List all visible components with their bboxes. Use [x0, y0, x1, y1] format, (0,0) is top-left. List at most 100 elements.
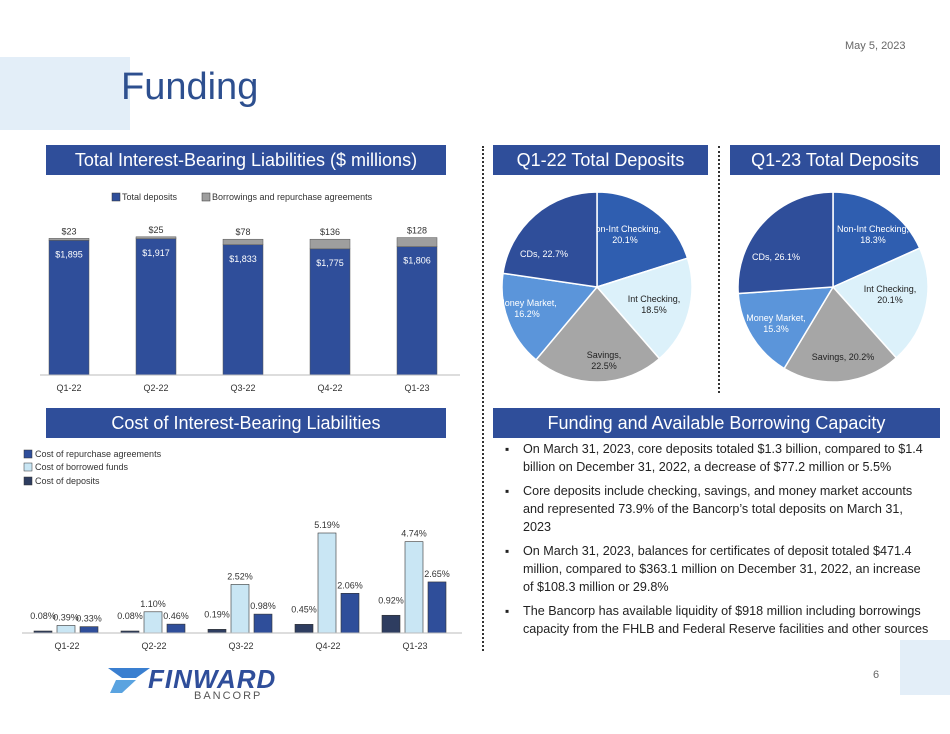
logo-name: FINWARD: [148, 664, 277, 694]
legend-borrowed-label: Cost of borrowed funds: [35, 462, 129, 472]
q123-pie: Non-Int Checking, 18.3% Int Checking, 20.1%…: [737, 191, 929, 383]
pie-slice: [783, 285, 898, 383]
cost-value-label: 0.92%: [378, 595, 404, 605]
logo-sub: BANCORP: [194, 690, 263, 702]
deposits-value-label: $1,917: [142, 248, 170, 258]
cost-bar: [294, 624, 314, 634]
borrowings-value-label: $128: [407, 226, 427, 236]
cost-bar: [143, 611, 163, 634]
deposits-value-label: $1,806: [403, 256, 431, 266]
deposits-bar: [48, 240, 90, 376]
cost-bar: [207, 629, 227, 634]
cost-value-label: 0.19%: [204, 609, 230, 619]
pie-slice: [831, 247, 929, 359]
q122-header: Q1-22 Total Deposits: [493, 145, 708, 175]
legend-deposit-cost-swatch: [23, 476, 33, 486]
cost-bar: [56, 625, 76, 634]
cost-bar: [404, 541, 424, 634]
bullet-item: On March 31, 2023, balances for certific…: [505, 542, 930, 596]
legend-deposit-cost-label: Cost of deposits: [35, 476, 100, 486]
cost-bar: [79, 626, 99, 634]
report-date: May 5, 2023: [845, 40, 906, 52]
deposits-bar: [396, 246, 438, 376]
x-tick-label: Q1-22: [56, 383, 81, 393]
bullet-item: The Bancorp has available liquidity of $…: [505, 602, 930, 638]
cost-chart: Cost of repurchase agreements Cost of bo…: [22, 449, 462, 651]
x-tick-label: Q1-23: [402, 641, 427, 651]
page-number: 6: [873, 669, 880, 681]
cost-value-label: 0.08%: [30, 611, 56, 621]
x-tick-label: Q1-23: [404, 383, 429, 393]
cost-value-label: 2.65%: [424, 569, 450, 579]
cost-value-label: 5.19%: [314, 520, 340, 530]
capacity-bullets: On March 31, 2023, core deposits totaled…: [505, 440, 930, 644]
deposits-value-label: $1,895: [55, 249, 83, 259]
cost-header: Cost of Interest-Bearing Liabilities: [46, 408, 446, 438]
column-divider: [482, 146, 484, 651]
cost-value-label: 4.74%: [401, 529, 427, 539]
pie-slice-label: Int Checking, 20.1%: [864, 284, 917, 305]
legend-repurchase-swatch: [23, 449, 33, 459]
legend-repurchase-label: Cost of repurchase agreements: [35, 449, 162, 459]
finward-logo-icon: [108, 668, 150, 693]
cost-bar: [427, 581, 447, 634]
legend-borrowings-swatch: [201, 192, 211, 202]
deposits-bar: [135, 238, 177, 376]
legend-deposits-label: Total deposits: [122, 192, 178, 202]
cost-value-label: 1.10%: [140, 599, 166, 609]
borrowings-bar: [48, 238, 90, 241]
borrowings-value-label: $136: [320, 227, 340, 237]
pie-slice: [595, 257, 693, 360]
pie-slice-label: Int Checking, 18.5%: [628, 294, 681, 315]
legend-borrowed-swatch: [23, 462, 33, 472]
x-tick-label: Q2-22: [141, 641, 166, 651]
x-tick-label: Q4-22: [317, 383, 342, 393]
cost-value-label: 2.52%: [227, 571, 253, 581]
pie-slice-label: Money Market, 15.3%: [746, 313, 806, 334]
cost-value-label: 0.45%: [291, 604, 317, 614]
deposits-value-label: $1,833: [229, 254, 257, 264]
cost-value-label: 0.39%: [53, 612, 79, 622]
pie-slice-label: CDs, 26.1%: [752, 252, 800, 262]
bullet-item: On March 31, 2023, core deposits totaled…: [505, 440, 930, 476]
borrowings-bar: [396, 237, 438, 247]
deposits-bar: [309, 248, 351, 376]
x-tick-label: Q3-22: [228, 641, 253, 651]
cost-value-label: 0.98%: [250, 601, 276, 611]
cost-bar: [230, 584, 250, 634]
borrowings-bar: [222, 238, 264, 246]
pie-slice: [596, 191, 689, 289]
page-title: Funding: [121, 66, 259, 108]
title-arrow: [82, 57, 108, 130]
pie-slice: [832, 191, 921, 289]
capacity-header: Funding and Available Borrowing Capacity: [493, 408, 940, 438]
deposits-bar: [222, 244, 264, 376]
pie-slice: [501, 272, 599, 361]
pie-slice-label: Savings, 20.2%: [812, 352, 875, 362]
pie-slice: [737, 191, 834, 295]
deposits-value-label: $1,775: [316, 258, 344, 268]
pie-slice: [502, 191, 598, 288]
cost-bar: [166, 623, 186, 634]
borrowings-value-label: $23: [61, 226, 76, 236]
bullet-item: Core deposits include checking, savings,…: [505, 482, 930, 536]
legend-deposits-swatch: [111, 192, 121, 202]
cost-bar: [381, 614, 401, 634]
corner-decoration: [900, 640, 950, 695]
q122-pie: Non-Int Checking, 20.1% Int Checking, 18.5%…: [497, 191, 693, 383]
pie-slice: [534, 285, 661, 383]
borrowings-bar: [309, 238, 351, 250]
x-tick-label: Q3-22: [230, 383, 255, 393]
pie-slice-label: CDs, 22.7%: [520, 249, 568, 259]
cost-value-label: 0.46%: [163, 611, 189, 621]
pie-slice-label: Money Market, 16.2%: [497, 298, 557, 319]
cost-bar: [340, 593, 360, 634]
title-band: [0, 57, 130, 130]
pie-divider: [718, 146, 720, 393]
liabilities-chart: Total deposits Borrowings and repurchase…: [40, 192, 460, 393]
q123-header: Q1-23 Total Deposits: [730, 145, 940, 175]
liabilities-header: Total Interest-Bearing Liabilities ($ mi…: [46, 145, 446, 175]
pie-slice-label: Non-Int Checking, 20.1%: [589, 224, 661, 245]
pie-slice-label: Savings, 22.5%: [587, 350, 622, 371]
legend-borrowings-label: Borrowings and repurchase agreements: [212, 192, 373, 202]
